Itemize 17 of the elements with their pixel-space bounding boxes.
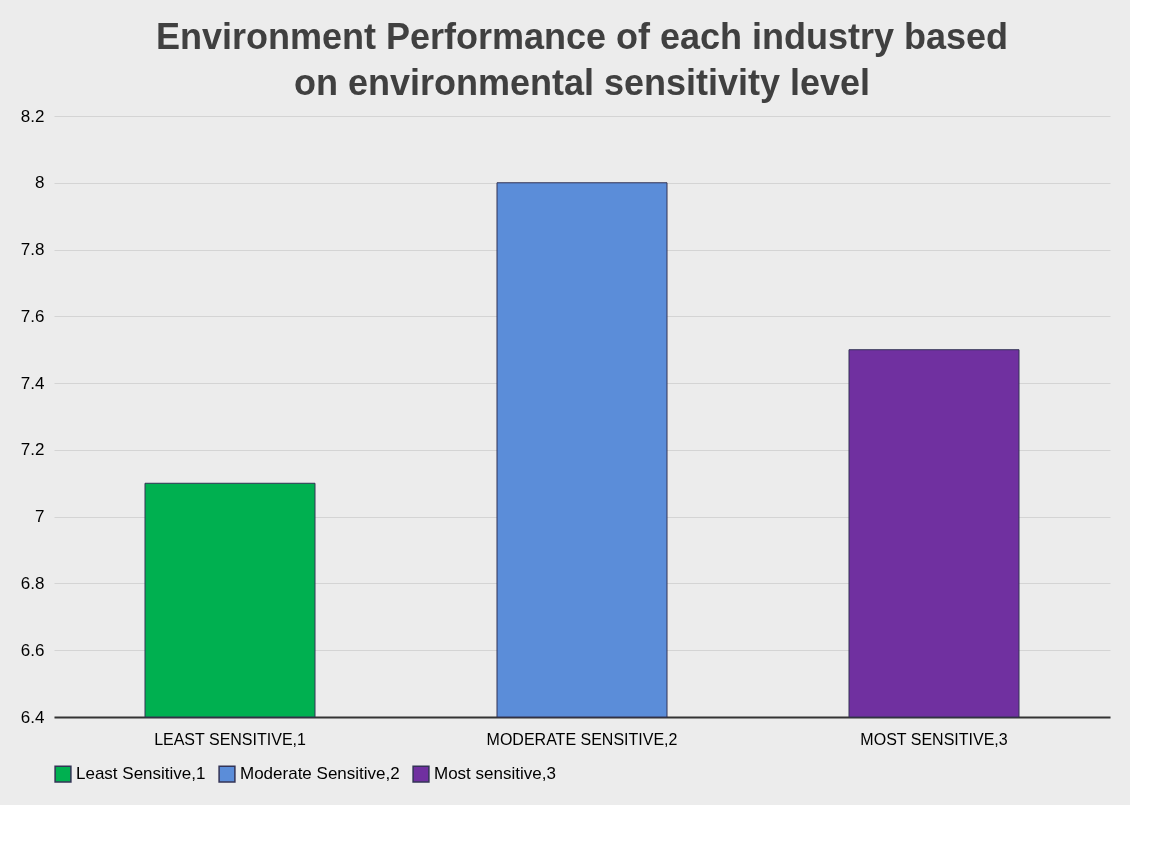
y-tick-label: 8 <box>35 173 45 193</box>
x-tick-label: LEAST SENSITIVE,1 <box>154 730 306 748</box>
legend-label: Moderate Sensitive,2 <box>240 764 400 784</box>
x-tick-label: MOST SENSITIVE,3 <box>860 730 1008 748</box>
y-tick-label: 7.8 <box>20 240 45 260</box>
y-tick-label: 7 <box>35 507 45 527</box>
y-tick-label: 7.2 <box>20 440 45 460</box>
y-tick-label: 6.4 <box>20 707 45 727</box>
chart-title: Environment Performance of each industry based on environmental sensitivity level <box>155 16 1009 103</box>
y-tick-label: 8.2 <box>20 106 45 126</box>
legend-label: Most sensitive,3 <box>434 764 556 784</box>
x-tick-label: MODERATE SENSITIVE,2 <box>486 730 678 748</box>
y-tick-label: 6.6 <box>20 640 45 660</box>
y-tick-label: 6.8 <box>20 573 45 593</box>
legend-label: Least Sensitive,1 <box>76 764 206 784</box>
y-tick-label: 7.4 <box>20 373 45 393</box>
y-tick-label: 7.6 <box>20 306 45 326</box>
